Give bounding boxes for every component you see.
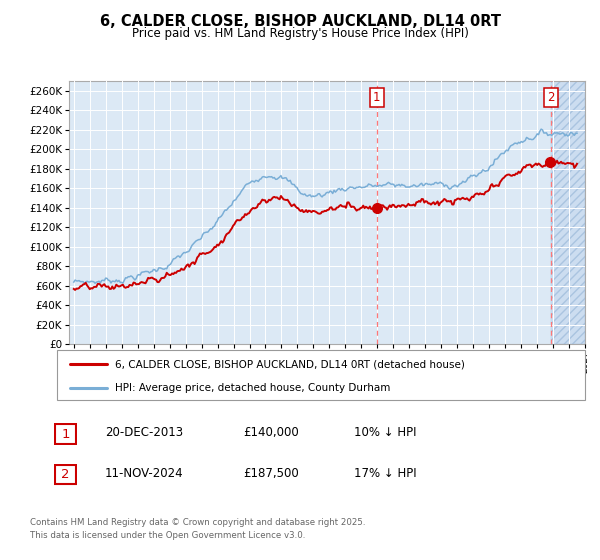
Text: 2: 2 xyxy=(547,91,555,104)
Text: 11-NOV-2024: 11-NOV-2024 xyxy=(105,466,184,480)
Text: £187,500: £187,500 xyxy=(243,466,299,480)
Text: 6, CALDER CLOSE, BISHOP AUCKLAND, DL14 0RT (detached house): 6, CALDER CLOSE, BISHOP AUCKLAND, DL14 0… xyxy=(115,359,465,369)
FancyBboxPatch shape xyxy=(57,350,585,400)
Text: 20-DEC-2013: 20-DEC-2013 xyxy=(105,426,183,439)
Text: 1: 1 xyxy=(61,427,70,441)
Text: 6, CALDER CLOSE, BISHOP AUCKLAND, DL14 0RT: 6, CALDER CLOSE, BISHOP AUCKLAND, DL14 0… xyxy=(100,14,500,29)
Text: Contains HM Land Registry data © Crown copyright and database right 2025.
This d: Contains HM Land Registry data © Crown c… xyxy=(30,518,365,539)
Text: Price paid vs. HM Land Registry's House Price Index (HPI): Price paid vs. HM Land Registry's House … xyxy=(131,27,469,40)
Text: 17% ↓ HPI: 17% ↓ HPI xyxy=(354,466,416,480)
FancyBboxPatch shape xyxy=(55,424,76,444)
Text: 2: 2 xyxy=(61,468,70,482)
Bar xyxy=(551,81,585,344)
Text: 1: 1 xyxy=(373,91,380,104)
Bar xyxy=(551,81,585,344)
Text: 10% ↓ HPI: 10% ↓ HPI xyxy=(354,426,416,439)
Text: £140,000: £140,000 xyxy=(243,426,299,439)
Text: HPI: Average price, detached house, County Durham: HPI: Average price, detached house, Coun… xyxy=(115,383,391,393)
FancyBboxPatch shape xyxy=(55,465,76,484)
